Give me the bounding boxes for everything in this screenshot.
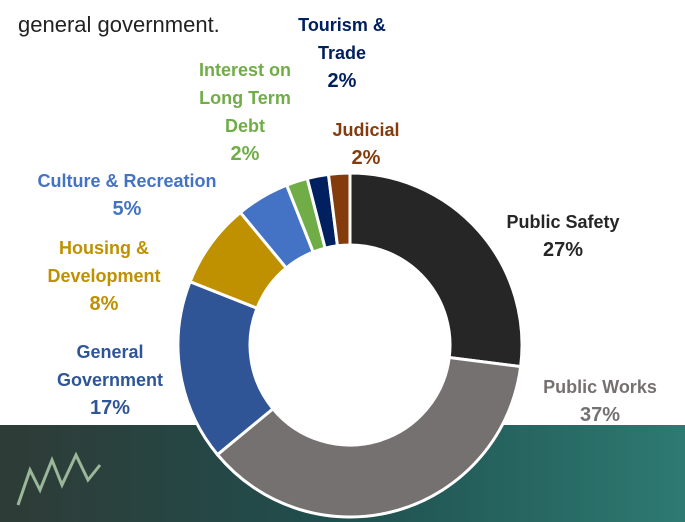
value-label: 2% [316, 144, 416, 172]
value-label: 37% [510, 401, 685, 429]
value-label: 2% [292, 67, 392, 95]
value-label: 27% [463, 236, 663, 264]
category-name: Culture & Recreation [7, 167, 247, 195]
category-name: Tourism & Trade [292, 11, 392, 67]
donut-hole [251, 246, 449, 444]
caption: general government. [18, 12, 220, 38]
value-label: 5% [7, 195, 247, 223]
category-name: General Government [45, 338, 175, 394]
value-label: 17% [45, 394, 175, 422]
page: general government. Public Safety27%Publ… [0, 0, 685, 522]
category-name: Judicial [316, 116, 416, 144]
category-name: Housing & Development [29, 234, 179, 290]
category-name: Public Works [510, 373, 685, 401]
value-label: 2% [188, 140, 303, 168]
value-label: 8% [29, 290, 179, 318]
category-name: Interest on Long Term Debt [188, 56, 303, 140]
category-name: Public Safety [463, 208, 663, 236]
